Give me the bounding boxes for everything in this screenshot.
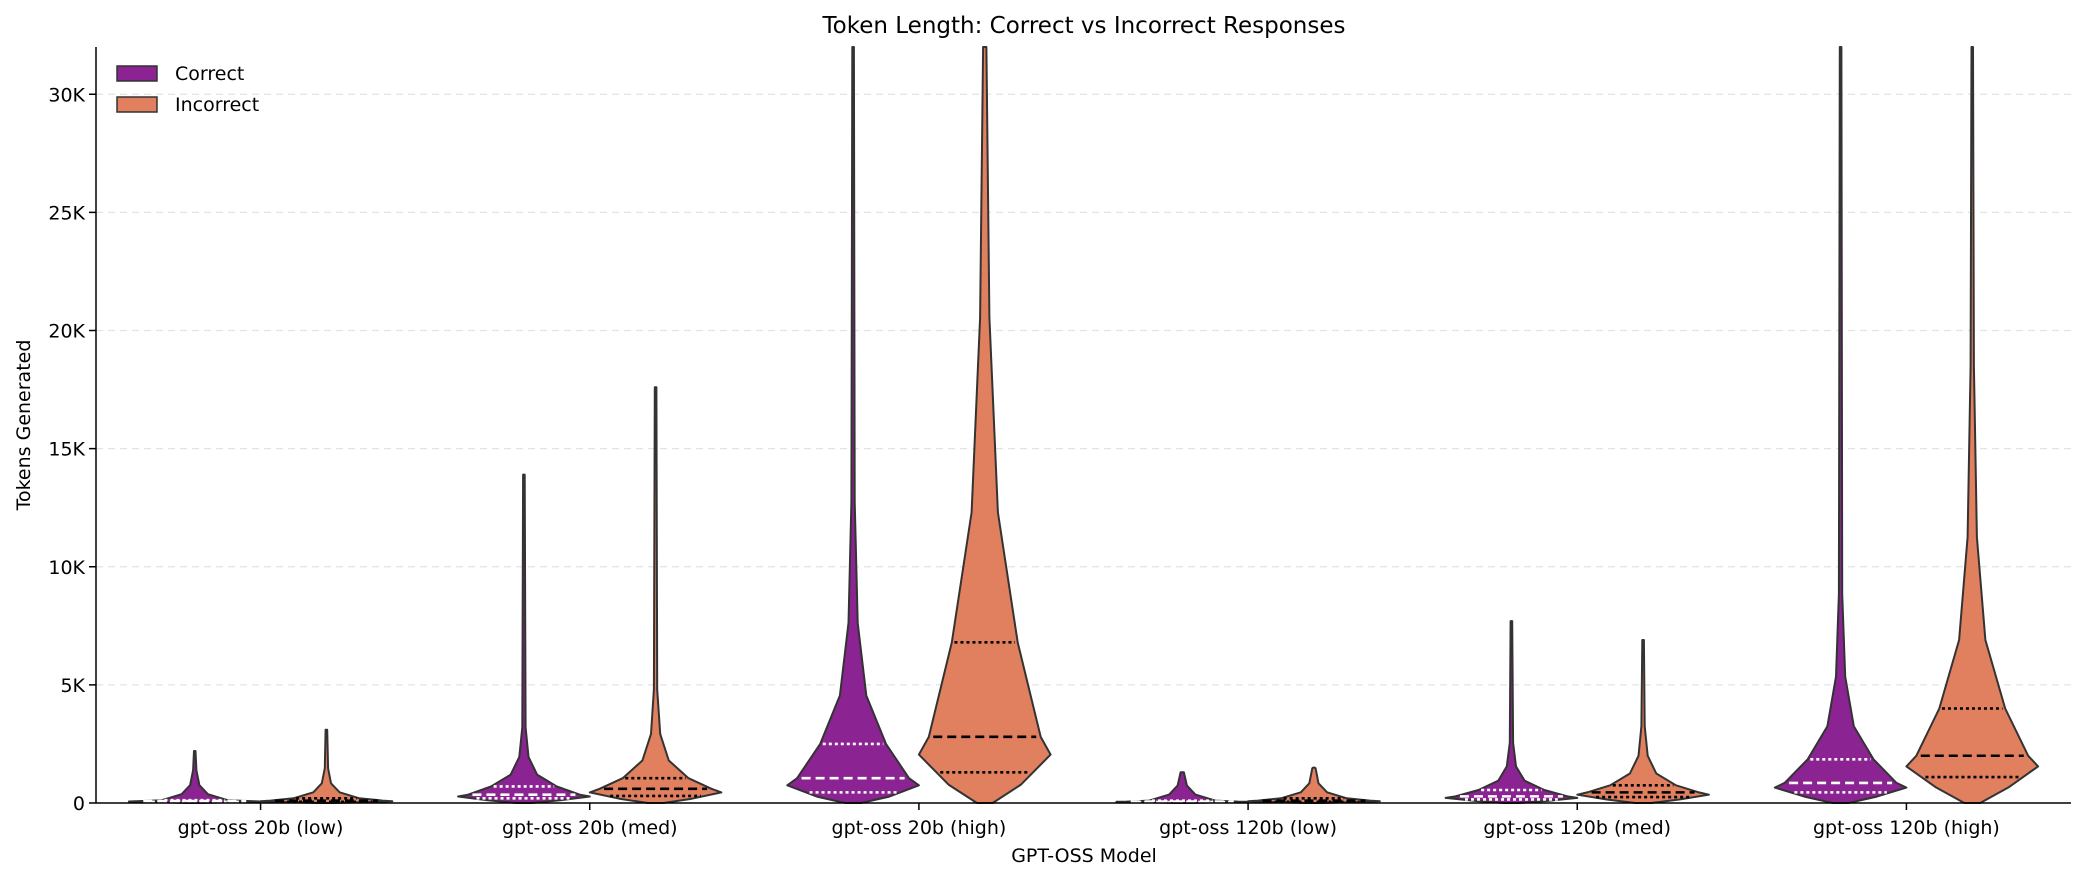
y-tick-label: 25K — [48, 202, 85, 224]
x-tick-label: gpt-oss 20b (low) — [178, 817, 344, 839]
violin-incorrect — [917, 46, 1052, 804]
chart-title: Token Length: Correct vs Incorrect Respo… — [822, 13, 1346, 39]
legend: Correct Incorrect — [116, 63, 259, 116]
legend-swatch-correct — [116, 65, 158, 82]
violin-correct — [457, 473, 591, 804]
legend-label: Incorrect — [175, 94, 259, 116]
violin-incorrect — [1905, 46, 2040, 804]
y-ticks: 0 5K 10K 15K 20K 25K 30K — [48, 84, 96, 815]
violin-correct — [1115, 771, 1250, 804]
legend-label: Correct — [175, 63, 244, 85]
x-tick-label: gpt-oss 20b (med) — [502, 817, 678, 839]
violin-correct — [1773, 46, 1908, 804]
y-tick-label: 20K — [48, 321, 85, 343]
x-tick-label: gpt-oss 120b (high) — [1813, 817, 2000, 839]
x-tick-label: gpt-oss 20b (high) — [832, 817, 1007, 839]
y-tick-label: 30K — [48, 84, 85, 106]
violin-incorrect — [588, 386, 723, 804]
legend-swatch-incorrect — [116, 96, 158, 113]
violin-incorrect — [1576, 639, 1710, 804]
y-tick-label: 10K — [48, 557, 85, 579]
x-ticks: gpt-oss 20b (low) gpt-oss 20b (med) gpt-os… — [178, 803, 2000, 839]
x-tick-label: gpt-oss 120b (med) — [1483, 817, 1671, 839]
violin-incorrect — [259, 728, 394, 804]
gridlines — [96, 93, 2071, 686]
y-tick-label: 15K — [48, 439, 85, 461]
violin-incorrect — [1247, 766, 1381, 804]
violin-correct — [786, 46, 920, 804]
x-tick-label: gpt-oss 120b (low) — [1159, 817, 1337, 839]
axes — [95, 47, 2071, 804]
violin-correct — [1444, 620, 1579, 804]
x-axis-label: GPT-OSS Model — [1011, 845, 1157, 867]
violin-correct — [127, 750, 262, 804]
violins — [127, 46, 2040, 804]
y-tick-label: 0 — [73, 793, 85, 815]
y-tick-label: 5K — [60, 675, 85, 697]
y-axis-label: Tokens Generated — [13, 340, 35, 512]
